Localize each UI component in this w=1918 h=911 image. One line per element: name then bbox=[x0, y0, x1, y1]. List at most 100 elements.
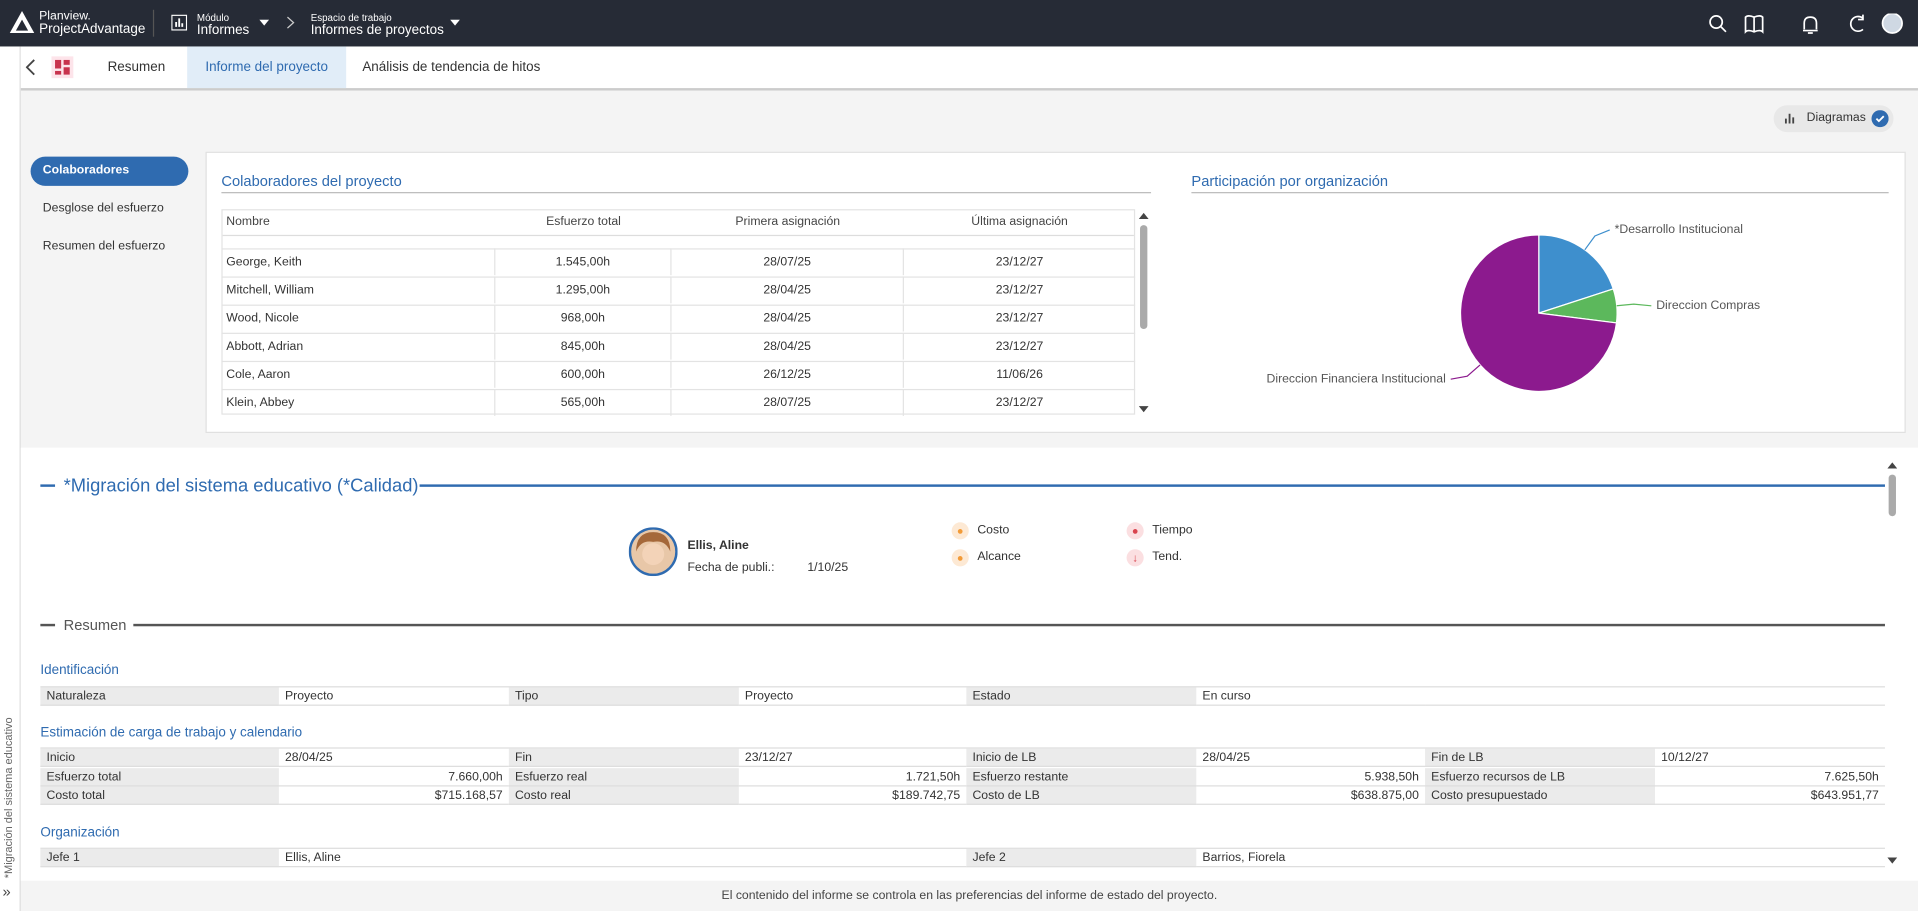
collaborators-table bbox=[221, 209, 1136, 415]
table-cell: 28/04/25 bbox=[671, 332, 904, 360]
project-title: *Migración del sistema educativo (*Calid… bbox=[63, 475, 419, 497]
pie-chart: *Desarrollo Institucional Direccion Compr… bbox=[1267, 222, 1760, 392]
brand-line: Planview. bbox=[39, 9, 91, 24]
indicator-icon: ● bbox=[951, 549, 969, 567]
header-rule bbox=[222, 234, 1134, 237]
field-value: 1.721,50h bbox=[738, 768, 967, 786]
workspace-label: Espacio de trabajo bbox=[310, 12, 392, 24]
section-title: Identificación bbox=[40, 662, 119, 678]
table-cell: 1.295,00h bbox=[495, 276, 672, 304]
brand: Planview. ProjectAdvantage bbox=[39, 10, 145, 37]
table-cell: 565,00h bbox=[495, 388, 672, 416]
top-bar: Planview. ProjectAdvantage Módulo Informes… bbox=[0, 0, 1918, 47]
table-cell: George, Keith bbox=[221, 248, 496, 276]
field-label: Naturaleza bbox=[40, 687, 279, 706]
column-header: Esfuerzo total bbox=[546, 215, 621, 229]
charts-toggle[interactable]: Diagramas bbox=[1773, 105, 1894, 133]
table-cell: 28/04/25 bbox=[671, 304, 904, 332]
section-title: Organización bbox=[40, 825, 120, 841]
expand-button[interactable]: » bbox=[2, 883, 11, 901]
charts-panel bbox=[205, 151, 1906, 434]
side-label: *Migración del sistema educativo bbox=[2, 717, 15, 879]
table-cell: 845,00h bbox=[495, 332, 672, 360]
table-title: Colaboradores del proyecto bbox=[221, 172, 402, 190]
charts-label: Diagramas bbox=[1806, 111, 1866, 125]
tab[interactable]: Informe del proyecto bbox=[187, 46, 347, 89]
table-cell: Klein, Abbey bbox=[221, 388, 496, 416]
field-label: Costo total bbox=[40, 786, 279, 805]
table-scrollbar[interactable] bbox=[1138, 210, 1149, 414]
logo bbox=[9, 11, 35, 34]
section-title: Estimación de carga de trabajo y calenda… bbox=[40, 725, 303, 741]
table-cell: 23/12/27 bbox=[903, 276, 1136, 303]
field-label: Esfuerzo restante bbox=[966, 767, 1197, 786]
project-report bbox=[20, 447, 1918, 881]
manager-avatar bbox=[628, 527, 678, 577]
field-value: $189.742,75 bbox=[738, 787, 967, 805]
manager-name: Ellis, Aline bbox=[687, 539, 749, 553]
table-cell: 1.545,00h bbox=[495, 248, 672, 276]
slice-label: Direccion Financiera Institucional bbox=[1267, 371, 1446, 385]
tab[interactable]: Análisis de tendencia de hitos bbox=[362, 59, 541, 75]
id-end bbox=[1425, 687, 1885, 706]
indicator-label: Tend. bbox=[1152, 550, 1183, 564]
dashboard-icon[interactable] bbox=[51, 56, 74, 79]
summary-title: Resumen bbox=[63, 616, 127, 634]
table-rule bbox=[40, 747, 1885, 749]
published-label: Fecha de publi.: bbox=[687, 561, 775, 575]
footer-note: El contenido del informe se controla en … bbox=[721, 889, 1218, 903]
field-label: Costo presupuestado bbox=[1425, 786, 1656, 805]
indicator-icon: ● bbox=[1126, 522, 1144, 540]
workspace: Informes de proyectos bbox=[310, 23, 444, 38]
workspace-selector[interactable]: Espacio de trabajo Informes de proyectos bbox=[311, 11, 444, 38]
brand-line: ProjectAdvantage bbox=[39, 22, 146, 37]
table-rule bbox=[40, 847, 1885, 849]
leader-line bbox=[1450, 364, 1481, 380]
nav-item[interactable]: Desglose del esfuerzo bbox=[42, 201, 164, 216]
field-label: Inicio bbox=[40, 748, 279, 767]
back-button[interactable] bbox=[25, 59, 36, 76]
field-value: 7.625,50h bbox=[1655, 768, 1885, 786]
table-cell: Abbott, Adrian bbox=[221, 332, 496, 360]
header-actions[interactable] bbox=[1708, 13, 1904, 35]
published-date: 1/10/25 bbox=[807, 561, 849, 575]
field-value: En curso bbox=[1196, 687, 1426, 706]
column-header: Última asignación bbox=[971, 215, 1068, 229]
table-cell: 28/04/25 bbox=[671, 276, 904, 304]
field-value: 28/04/25 bbox=[278, 749, 509, 767]
field-label: Fin bbox=[508, 748, 739, 767]
module-selector[interactable]: Módulo Informes bbox=[197, 11, 249, 38]
slice-label: *Desarrollo Institucional bbox=[1615, 222, 1743, 236]
indicator-label: Alcance bbox=[977, 550, 1021, 564]
table-cell: 600,00h bbox=[495, 360, 672, 388]
table-cell: 28/07/25 bbox=[671, 248, 904, 276]
column-header: Nombre bbox=[226, 215, 270, 229]
field-label: Tipo bbox=[508, 687, 739, 706]
indicator-label: Tiempo bbox=[1152, 523, 1193, 537]
field-value: $638.875,00 bbox=[1196, 787, 1426, 805]
leader-line bbox=[1584, 229, 1610, 251]
field-label: Esfuerzo recursos de LB bbox=[1425, 767, 1656, 786]
field-label: Estado bbox=[966, 687, 1197, 706]
nav-item[interactable]: Resumen del esfuerzo bbox=[42, 239, 166, 254]
module-label: Módulo bbox=[196, 12, 230, 24]
field-label: Esfuerzo total bbox=[40, 767, 279, 786]
report-scrollbar[interactable] bbox=[1887, 460, 1898, 866]
field-value: Barrios, Fiorela bbox=[1196, 849, 1885, 868]
tab[interactable]: Resumen bbox=[107, 59, 166, 75]
module-icon bbox=[171, 14, 188, 31]
table-cell: 23/12/27 bbox=[903, 304, 1136, 332]
table-cell: 968,00h bbox=[495, 304, 672, 332]
field-label: Inicio de LB bbox=[966, 748, 1197, 767]
nav-item[interactable]: Colaboradores bbox=[30, 156, 189, 186]
table-cell: 11/06/26 bbox=[903, 360, 1136, 388]
field-value: $715.168,57 bbox=[278, 787, 509, 805]
indicator-icon: ● bbox=[951, 522, 969, 540]
field-label: Costo de LB bbox=[966, 786, 1197, 805]
field-value: 7.660,00h bbox=[278, 768, 509, 786]
table-cell: Cole, Aaron bbox=[221, 360, 496, 388]
field-label: Jefe 2 bbox=[966, 848, 1197, 868]
table-cell: 26/12/25 bbox=[671, 360, 904, 388]
field-value: 10/12/27 bbox=[1655, 749, 1885, 767]
